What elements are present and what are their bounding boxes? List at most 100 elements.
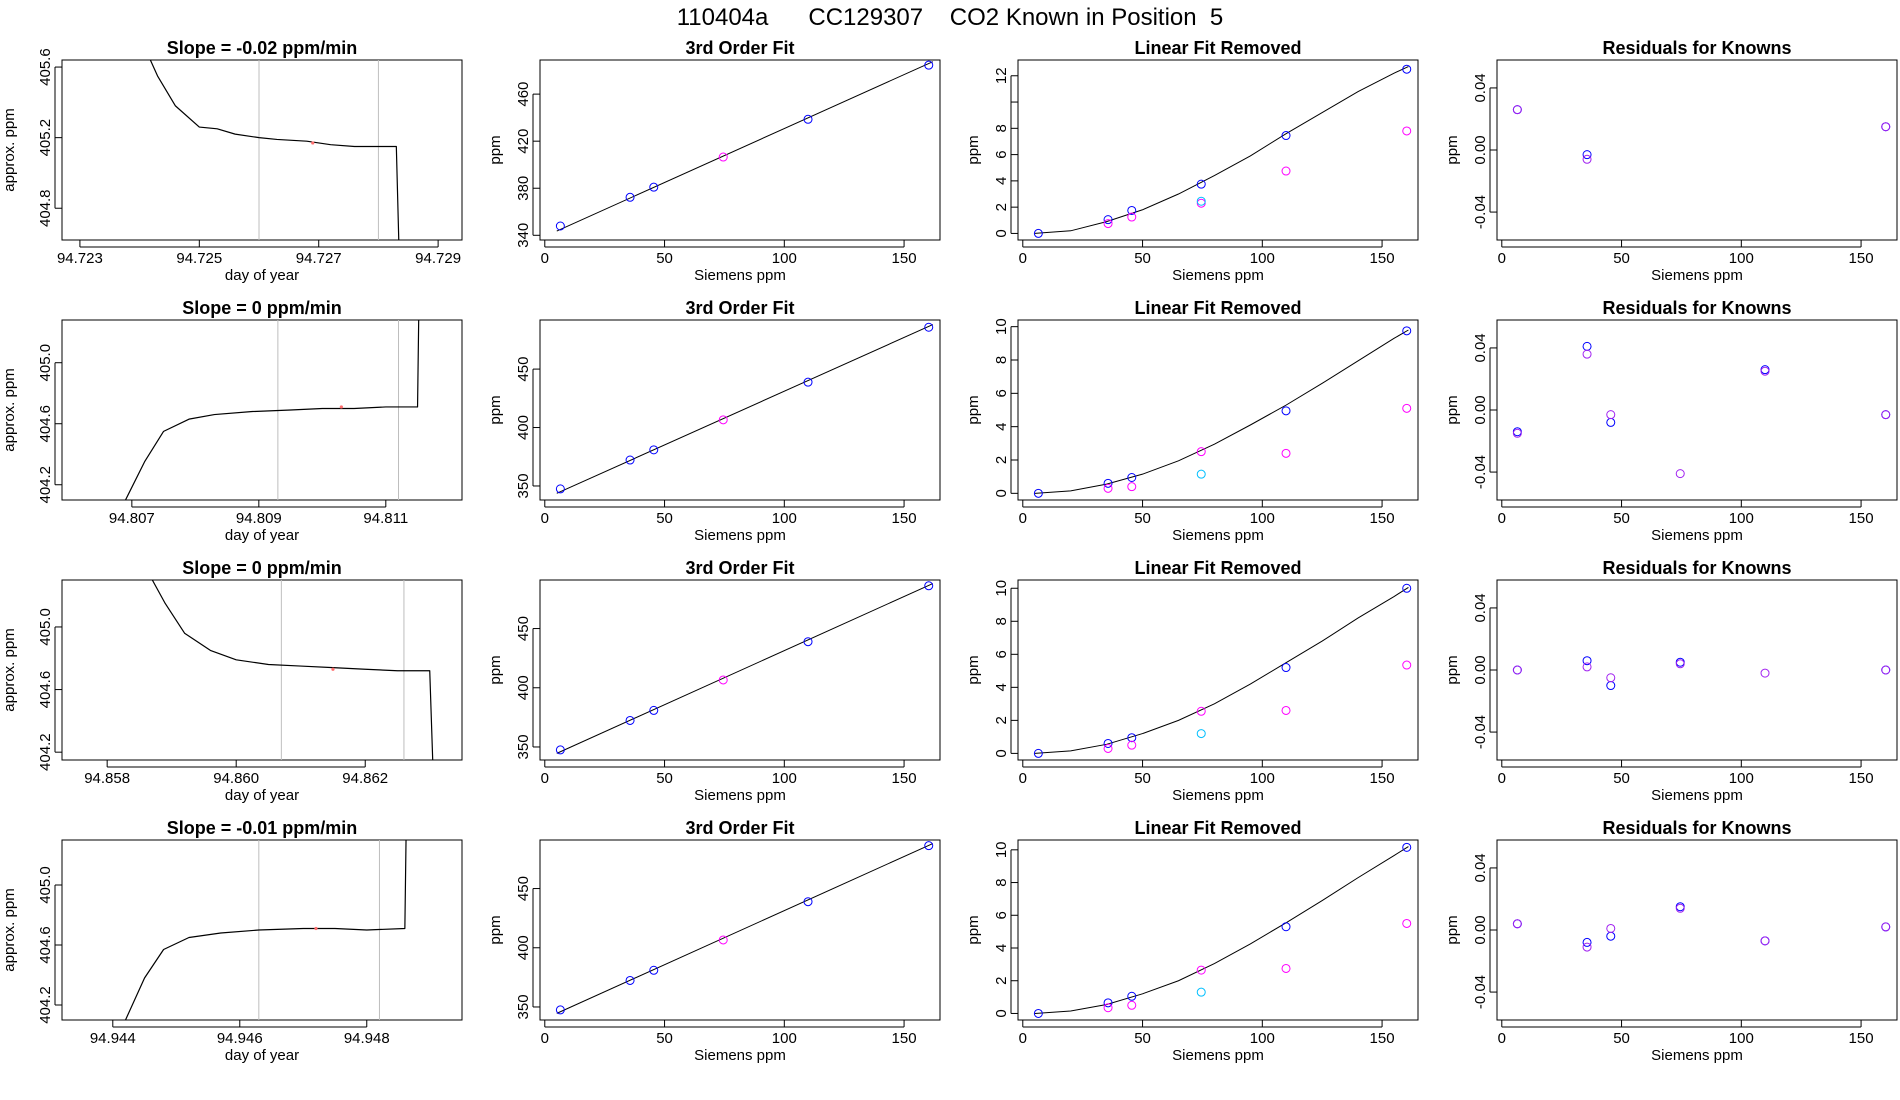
- data-point: [625, 715, 635, 725]
- y-tick-label: -0.04: [1472, 195, 1489, 229]
- x-tick-label: 0: [541, 1030, 549, 1047]
- x-tick-label: 50: [1613, 770, 1630, 787]
- data-point: [1582, 341, 1592, 351]
- data-point: [1127, 482, 1137, 492]
- plot-frame: [61, 839, 463, 1021]
- data-point: [1760, 668, 1770, 678]
- x-tick-label: 150: [892, 770, 917, 787]
- data-point: [1582, 937, 1592, 947]
- panel-title: Slope = 0 ppm/min: [182, 298, 342, 318]
- trace-marker: [331, 667, 335, 671]
- y-tick-label: 10: [993, 318, 1010, 335]
- y-tick-label: 460: [515, 82, 532, 107]
- data-point: [1196, 447, 1206, 457]
- y-tick-label: 404.8: [37, 189, 54, 227]
- data-point: [1512, 428, 1522, 438]
- chart-panel-3-4: Residuals for Knowns 0 50 100 150 Siemens ppm…: [1444, 558, 1898, 804]
- plot-frame: [1496, 839, 1898, 1021]
- x-tick-label: 100: [772, 510, 797, 527]
- data-point: [1127, 733, 1137, 743]
- data-point: [1196, 196, 1206, 206]
- panel-title: 3rd Order Fit: [685, 38, 794, 58]
- plot-frame: [61, 59, 463, 241]
- trace-line: [124, 840, 407, 1020]
- data-point: [1675, 903, 1685, 913]
- data-point: [1606, 410, 1616, 420]
- plot-area: [1033, 842, 1412, 1018]
- y-tick-label: 450: [515, 616, 532, 641]
- plot-frame: [1496, 579, 1898, 761]
- data-point: [1033, 1008, 1043, 1018]
- y-tick-label: 4: [993, 177, 1010, 185]
- chart-panel-1-3: Linear Fit Removed 0 50 100 150 Siemens ppm 0 2…: [965, 38, 1419, 284]
- x-tick-label: 100: [772, 1030, 797, 1047]
- x-tick-label: 50: [1134, 1030, 1151, 1047]
- y-tick-label: 404.6: [37, 926, 54, 964]
- y-tick-label: 420: [515, 129, 532, 154]
- data-point: [1402, 660, 1412, 670]
- data-point: [718, 935, 728, 945]
- data-point: [1582, 154, 1592, 164]
- data-point: [1103, 478, 1113, 488]
- y-axis-label: approx. ppm: [1, 108, 18, 191]
- data-point: [1675, 659, 1685, 669]
- fit-curve: [556, 324, 934, 494]
- x-tick-label: 150: [1849, 250, 1874, 267]
- plot-area: [151, 580, 434, 760]
- y-tick-label: 450: [515, 357, 532, 382]
- y-tick-label: 4: [993, 422, 1010, 430]
- y-tick-label: 0.00: [1472, 915, 1489, 944]
- x-tick-label: 0: [1498, 1030, 1506, 1047]
- data-point: [803, 637, 813, 647]
- y-tick-label: 380: [515, 176, 532, 201]
- chart-panel-4-4: Residuals for Knowns 0 50 100 150 Siemens ppm…: [1444, 818, 1898, 1064]
- x-tick-label: 0: [1019, 1030, 1027, 1047]
- y-axis-label: ppm: [1444, 135, 1461, 164]
- data-point: [924, 322, 934, 332]
- y-tick-label: 405.0: [37, 866, 54, 904]
- data-point: [1127, 1000, 1137, 1010]
- y-tick-label: 0: [993, 749, 1010, 757]
- plot-frame: [539, 319, 941, 501]
- y-tick-label: 405.0: [37, 344, 54, 382]
- x-tick-label: 100: [1729, 770, 1754, 787]
- panel-title: Linear Fit Removed: [1134, 298, 1301, 318]
- data-point: [1033, 488, 1043, 498]
- x-tick-label: 50: [656, 1030, 673, 1047]
- x-tick-label: 150: [1849, 770, 1874, 787]
- plot-frame: [1496, 319, 1898, 501]
- y-tick-label: 350: [515, 734, 532, 759]
- x-tick-label: 0: [1019, 250, 1027, 267]
- x-tick-label: 100: [1729, 510, 1754, 527]
- x-axis-label: day of year: [225, 787, 299, 804]
- plot-area: [124, 320, 420, 500]
- x-axis-label: Siemens ppm: [1172, 267, 1264, 284]
- x-tick-label: 100: [1729, 250, 1754, 267]
- data-point: [1675, 469, 1685, 479]
- y-axis-label: ppm: [1444, 655, 1461, 684]
- x-tick-label: 50: [1134, 770, 1151, 787]
- x-axis-label: Siemens ppm: [1651, 267, 1743, 284]
- x-axis-label: Siemens ppm: [694, 527, 786, 544]
- y-tick-label: 404.2: [37, 466, 54, 504]
- data-point: [555, 484, 565, 494]
- chart-panel-1-1: Slope = -0.02 ppm/min 94.723 94.725 94.727 9…: [1, 38, 463, 284]
- data-point: [718, 675, 728, 685]
- data-point: [1281, 705, 1291, 715]
- data-point: [1196, 729, 1206, 739]
- data-point: [1881, 665, 1891, 675]
- data-point: [625, 192, 635, 202]
- plot-area: [1033, 326, 1412, 498]
- y-tick-label: 0.04: [1472, 333, 1489, 362]
- data-point: [803, 897, 813, 907]
- data-point: [625, 975, 635, 985]
- data-point: [1196, 706, 1206, 716]
- x-tick-label: 50: [1613, 510, 1630, 527]
- data-point: [1881, 922, 1891, 932]
- plot-area: [124, 840, 407, 1020]
- y-tick-label: 405.6: [37, 48, 54, 86]
- y-axis-label: ppm: [1444, 915, 1461, 944]
- data-point: [924, 841, 934, 851]
- panel-title: Slope = -0.01 ppm/min: [167, 818, 358, 838]
- fit-curve: [556, 843, 934, 1014]
